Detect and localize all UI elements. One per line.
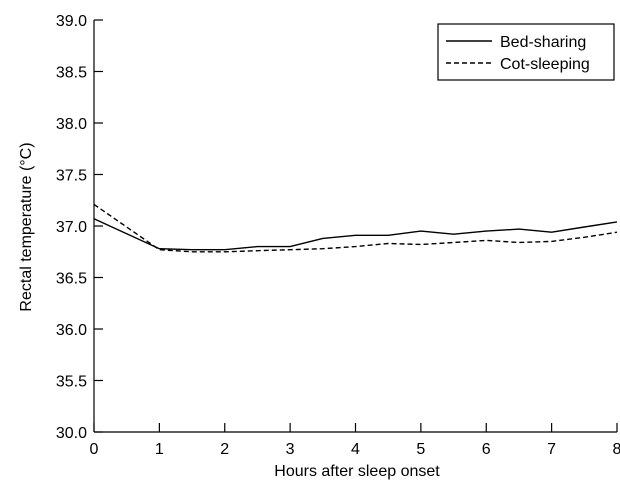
axes: 39.0 38.5 38.0 37.5 37.0 36.5 36.0 35.5 30.00 1 2 3… — [56, 13, 620, 458]
x-axis-label: Hours after sleep onset — [274, 463, 440, 480]
x-tick-label: 2 — [220, 441, 229, 458]
y-axis-label: Rectal temperature (°C) — [18, 142, 35, 311]
x-tick-label: 5 — [416, 441, 425, 458]
series-layer — [93, 203, 618, 253]
x-tick-label: 6 — [482, 441, 491, 458]
x-tick-label: 0 — [90, 441, 99, 458]
y-tick-label: 39.0 — [56, 13, 87, 30]
x-tick-label: 1 — [155, 441, 164, 458]
legend: Bed-sharing Cot-sleeping — [437, 23, 615, 81]
x-tick-label: 8 — [613, 441, 620, 458]
y-tick-label: 38.0 — [56, 116, 87, 133]
x-tick-label: 4 — [351, 441, 360, 458]
y-tick-label: 36.5 — [56, 271, 87, 288]
legend-label: Cot-sleeping — [500, 56, 590, 73]
legend-label: Bed-sharing — [500, 34, 586, 51]
x-tick-label: 7 — [547, 441, 556, 458]
y-tick-label: 37.5 — [56, 168, 87, 185]
y-tick-label: 37.0 — [56, 219, 87, 236]
series-line-bed-sharing — [93, 218, 618, 251]
y-tick-label: 36.0 — [56, 322, 87, 339]
y-tick-label: 38.5 — [56, 65, 87, 82]
x-tick-label: 3 — [286, 441, 295, 458]
y-tick-label: 35.5 — [56, 374, 87, 391]
y-tick-label: 30.0 — [56, 425, 87, 442]
series-line-cot-sleeping — [93, 203, 618, 253]
legend-box — [437, 23, 615, 81]
